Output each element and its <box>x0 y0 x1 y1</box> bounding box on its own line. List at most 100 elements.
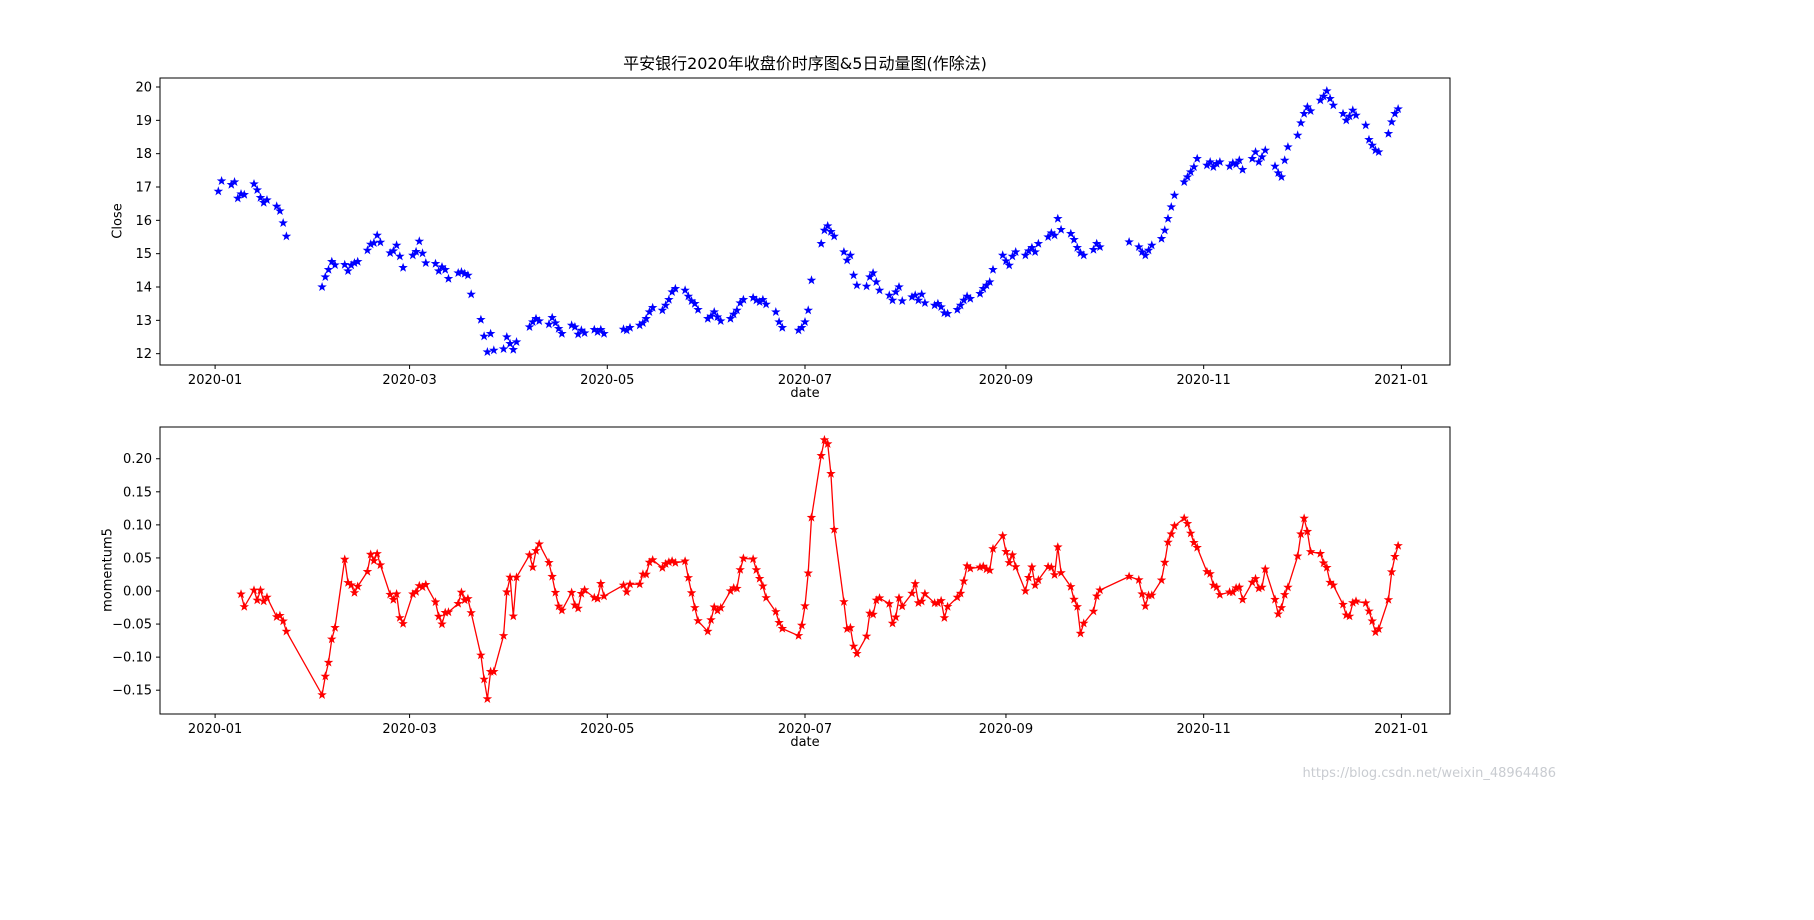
star-marker <box>839 596 849 606</box>
star-marker <box>557 328 567 338</box>
star-marker <box>1341 115 1351 125</box>
star-marker <box>271 201 282 211</box>
star-marker <box>959 295 969 305</box>
star-marker <box>761 299 771 309</box>
x-tick-label: 2020-11 <box>1177 722 1231 737</box>
star-marker <box>508 611 518 621</box>
star-marker <box>634 320 645 330</box>
star-marker <box>690 602 700 612</box>
star-marker <box>1134 242 1144 251</box>
star-marker <box>1364 606 1374 616</box>
x-tick-label: 2021-01 <box>1374 722 1428 737</box>
y-tick-label: 19 <box>135 114 152 129</box>
star-marker <box>343 577 353 587</box>
star-marker <box>249 585 259 595</box>
star-marker <box>761 592 771 602</box>
star-marker <box>1046 228 1057 237</box>
star-marker <box>826 226 836 236</box>
star-marker <box>466 289 476 299</box>
star-marker <box>622 325 632 335</box>
star-marker <box>754 297 765 306</box>
series-line <box>240 438 1399 700</box>
star-marker <box>1348 105 1358 115</box>
star-marker <box>806 512 817 522</box>
star-marker <box>894 282 904 291</box>
star-marker <box>479 331 489 341</box>
star-marker <box>1166 529 1176 539</box>
star-marker <box>1247 153 1257 163</box>
star-marker <box>735 298 745 307</box>
star-marker <box>1160 557 1170 567</box>
star-marker <box>712 312 723 321</box>
star-marker <box>482 347 493 356</box>
star-marker <box>641 313 651 323</box>
star-marker <box>1182 518 1193 528</box>
star-marker <box>553 601 564 611</box>
star-marker <box>1169 190 1180 200</box>
star-marker <box>1163 213 1173 223</box>
star-marker <box>278 218 288 227</box>
star-marker <box>408 250 418 260</box>
star-marker <box>1386 567 1397 576</box>
date-axis-label-top: date <box>790 386 820 401</box>
star-marker <box>916 289 927 299</box>
star-marker <box>505 338 515 348</box>
star-marker <box>1046 562 1057 572</box>
star-marker <box>897 601 907 611</box>
star-marker <box>887 295 898 305</box>
series-markers <box>213 86 1403 356</box>
star-marker <box>369 555 379 565</box>
star-marker <box>1079 618 1089 628</box>
star-marker <box>865 272 875 281</box>
star-marker <box>758 294 768 304</box>
star-marker <box>1160 225 1170 235</box>
star-marker <box>1325 93 1335 103</box>
star-marker <box>952 592 963 602</box>
star-marker <box>375 560 386 570</box>
star-marker <box>1075 248 1086 257</box>
star-marker <box>1007 550 1018 560</box>
star-marker <box>800 317 810 326</box>
star-marker <box>777 322 788 332</box>
star-marker <box>1001 256 1011 265</box>
star-marker <box>573 329 583 339</box>
star-marker <box>1124 571 1134 581</box>
star-marker <box>1390 108 1400 118</box>
star-marker <box>913 597 924 607</box>
x-tick-label: 2020-07 <box>778 373 832 388</box>
star-marker <box>544 319 554 329</box>
star-marker <box>576 588 587 598</box>
star-marker <box>868 268 878 277</box>
star-marker <box>502 587 512 597</box>
star-marker <box>709 602 719 612</box>
star-marker <box>975 562 985 572</box>
star-marker <box>459 268 470 278</box>
star-marker <box>508 344 518 354</box>
star-marker <box>748 554 758 564</box>
star-marker <box>816 450 826 460</box>
star-marker <box>1092 238 1102 248</box>
star-marker <box>1250 147 1261 156</box>
close-axis-label: Close <box>110 203 126 239</box>
star-marker <box>1179 177 1189 186</box>
star-marker <box>998 530 1008 540</box>
star-marker <box>1004 557 1014 567</box>
star-marker <box>1072 242 1082 252</box>
star-marker <box>362 245 373 255</box>
star-marker <box>670 557 681 567</box>
star-marker <box>1069 234 1079 244</box>
star-marker <box>534 316 544 325</box>
star-marker <box>479 674 489 684</box>
star-marker <box>670 283 681 293</box>
star-marker <box>706 311 716 321</box>
star-marker <box>1237 594 1248 604</box>
y-tick-label: 0.20 <box>123 452 152 467</box>
star-marker <box>1001 546 1011 556</box>
star-marker <box>453 268 463 277</box>
star-marker <box>1228 587 1238 597</box>
star-marker <box>547 571 557 581</box>
star-marker <box>1124 237 1134 246</box>
star-marker <box>975 288 985 298</box>
star-marker <box>803 305 813 315</box>
y-tick-label: −0.15 <box>112 684 152 699</box>
